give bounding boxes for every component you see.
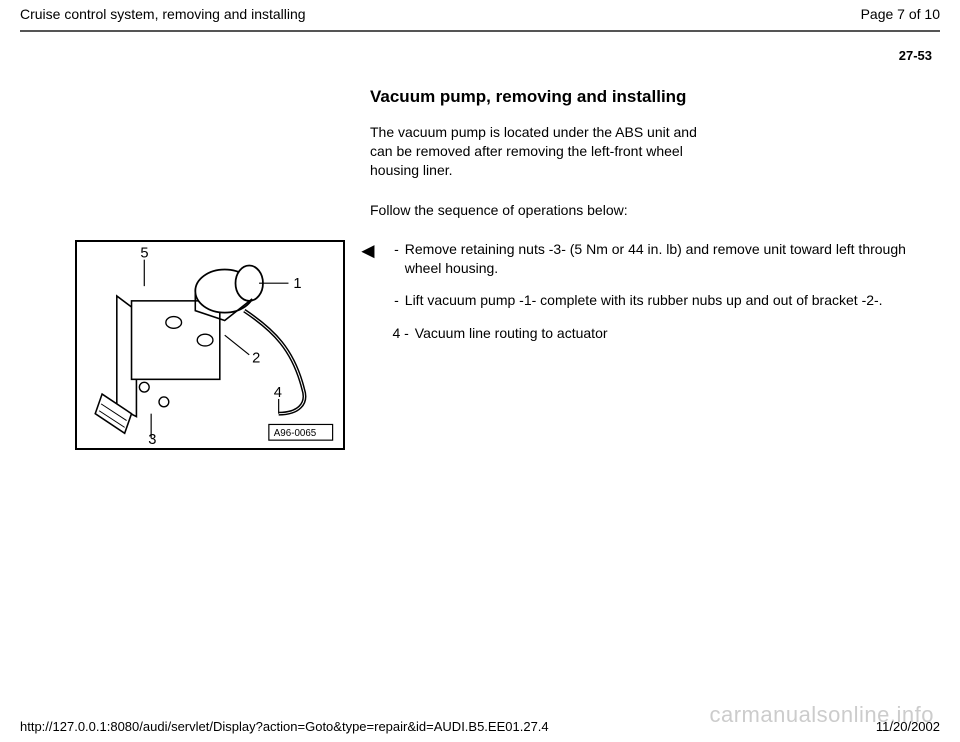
step-item: 4 - Vacuum line routing to actuator: [387, 324, 916, 343]
callout-1: 1: [293, 276, 301, 292]
footer-date: 11/20/2002: [876, 719, 940, 734]
callout-4: 4: [274, 385, 282, 401]
intro-text: The vacuum pump is located under the ABS…: [370, 123, 710, 180]
header-page-indicator: Page 7 of 10: [861, 6, 940, 22]
callout-5: 5: [140, 245, 148, 261]
footer: http://127.0.0.1:8080/audi/servlet/Displ…: [20, 719, 940, 734]
page-code: 27-53: [0, 32, 960, 63]
footer-url: http://127.0.0.1:8080/audi/servlet/Displ…: [20, 719, 549, 734]
step-text: Lift vacuum pump -1- complete with its r…: [405, 291, 916, 310]
step-bullet: 4 -: [387, 324, 415, 343]
follow-text: Follow the sequence of operations below:: [370, 202, 790, 218]
header-title: Cruise control system, removing and inst…: [20, 6, 306, 22]
step-text: Remove retaining nuts -3- (5 Nm or 44 in…: [405, 240, 916, 278]
ref-label: A96-0065: [274, 428, 317, 439]
step-item: - Remove retaining nuts -3- (5 Nm or 44 …: [387, 240, 916, 278]
vacuum-pump-figure: 1 2 3 4 5 A96-0065: [77, 242, 343, 448]
arrow-marker-icon: ◄: [357, 238, 379, 450]
step-text: Vacuum line routing to actuator: [415, 324, 916, 343]
step-bullet: -: [387, 240, 405, 278]
steps-column: - Remove retaining nuts -3- (5 Nm or 44 …: [387, 240, 940, 450]
section-heading: Vacuum pump, removing and installing: [370, 87, 790, 107]
callout-2: 2: [252, 350, 260, 366]
header: Cruise control system, removing and inst…: [0, 0, 960, 30]
callout-3: 3: [148, 432, 156, 448]
figure-box: 1 2 3 4 5 A96-0065: [75, 240, 345, 450]
content-row: 1 2 3 4 5 A96-0065 ◄ - Remove retaining …: [0, 240, 960, 450]
step-item: - Lift vacuum pump -1- complete with its…: [387, 291, 916, 310]
step-bullet: -: [387, 291, 405, 310]
